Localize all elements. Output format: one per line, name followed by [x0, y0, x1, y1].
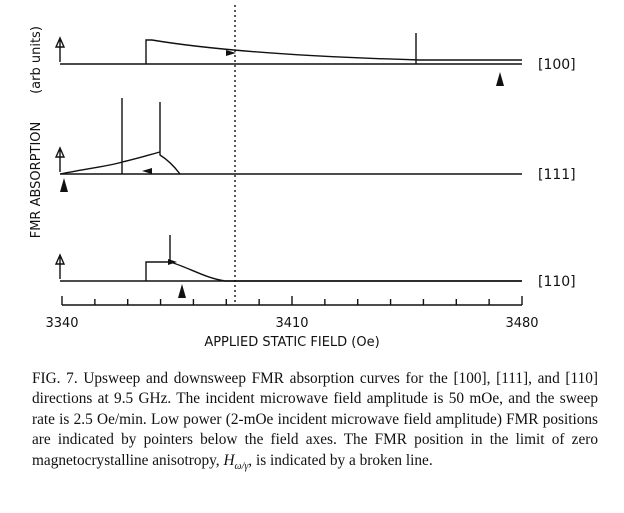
sweep-arrow-icon — [226, 50, 236, 56]
up-arrow-icon — [54, 36, 66, 62]
trace-110 — [145, 235, 522, 282]
x-tick-label: 3480 — [505, 316, 538, 331]
trace-111 — [59, 98, 123, 175]
direction-label-111: [111] — [538, 167, 576, 183]
sweep-arrow-icon — [142, 168, 152, 174]
trace-100 — [145, 39, 522, 64]
fmr-pointer-icon — [178, 284, 186, 298]
curve-100: [100] — [54, 33, 576, 86]
sweep-arrow-icon — [168, 259, 177, 265]
fmr-absorption-figure: FMR ABSORPTION (arb units) [100] [111] [… — [29, 5, 576, 350]
up-arrow-icon — [54, 146, 66, 172]
x-axis-label: APPLIED STATIC FIELD (Oe) — [204, 335, 379, 350]
figure-caption: FIG. 7. Upsweep and downsweep FMR absorp… — [32, 369, 598, 477]
caption-fig-label: FIG. 7. — [32, 370, 78, 387]
caption-body: Upsweep and downsweep FMR absorption cur… — [32, 370, 598, 469]
y-axis-label: FMR ABSORPTION — [29, 122, 44, 239]
y-axis-units: (arb units) — [29, 26, 44, 94]
x-tick-label: 3340 — [45, 316, 78, 331]
fmr-pointer-icon — [60, 178, 68, 192]
fmr-pointer-icon — [496, 72, 504, 86]
up-arrow-icon — [54, 253, 66, 279]
caption-body-end: , is indicated by a broken line. — [248, 451, 433, 469]
x-axis: 3340 3410 3480 APPLIED STATIC FIELD (Oe) — [45, 296, 539, 350]
trace-111-up — [121, 102, 181, 175]
direction-label-110: [110] — [538, 274, 576, 290]
caption-symbol: Hω/γ — [223, 451, 249, 472]
curve-111: [111] — [54, 98, 576, 192]
direction-label-100: [100] — [538, 57, 576, 73]
curve-110: [110] — [54, 235, 576, 298]
x-tick-label: 3410 — [275, 316, 308, 331]
